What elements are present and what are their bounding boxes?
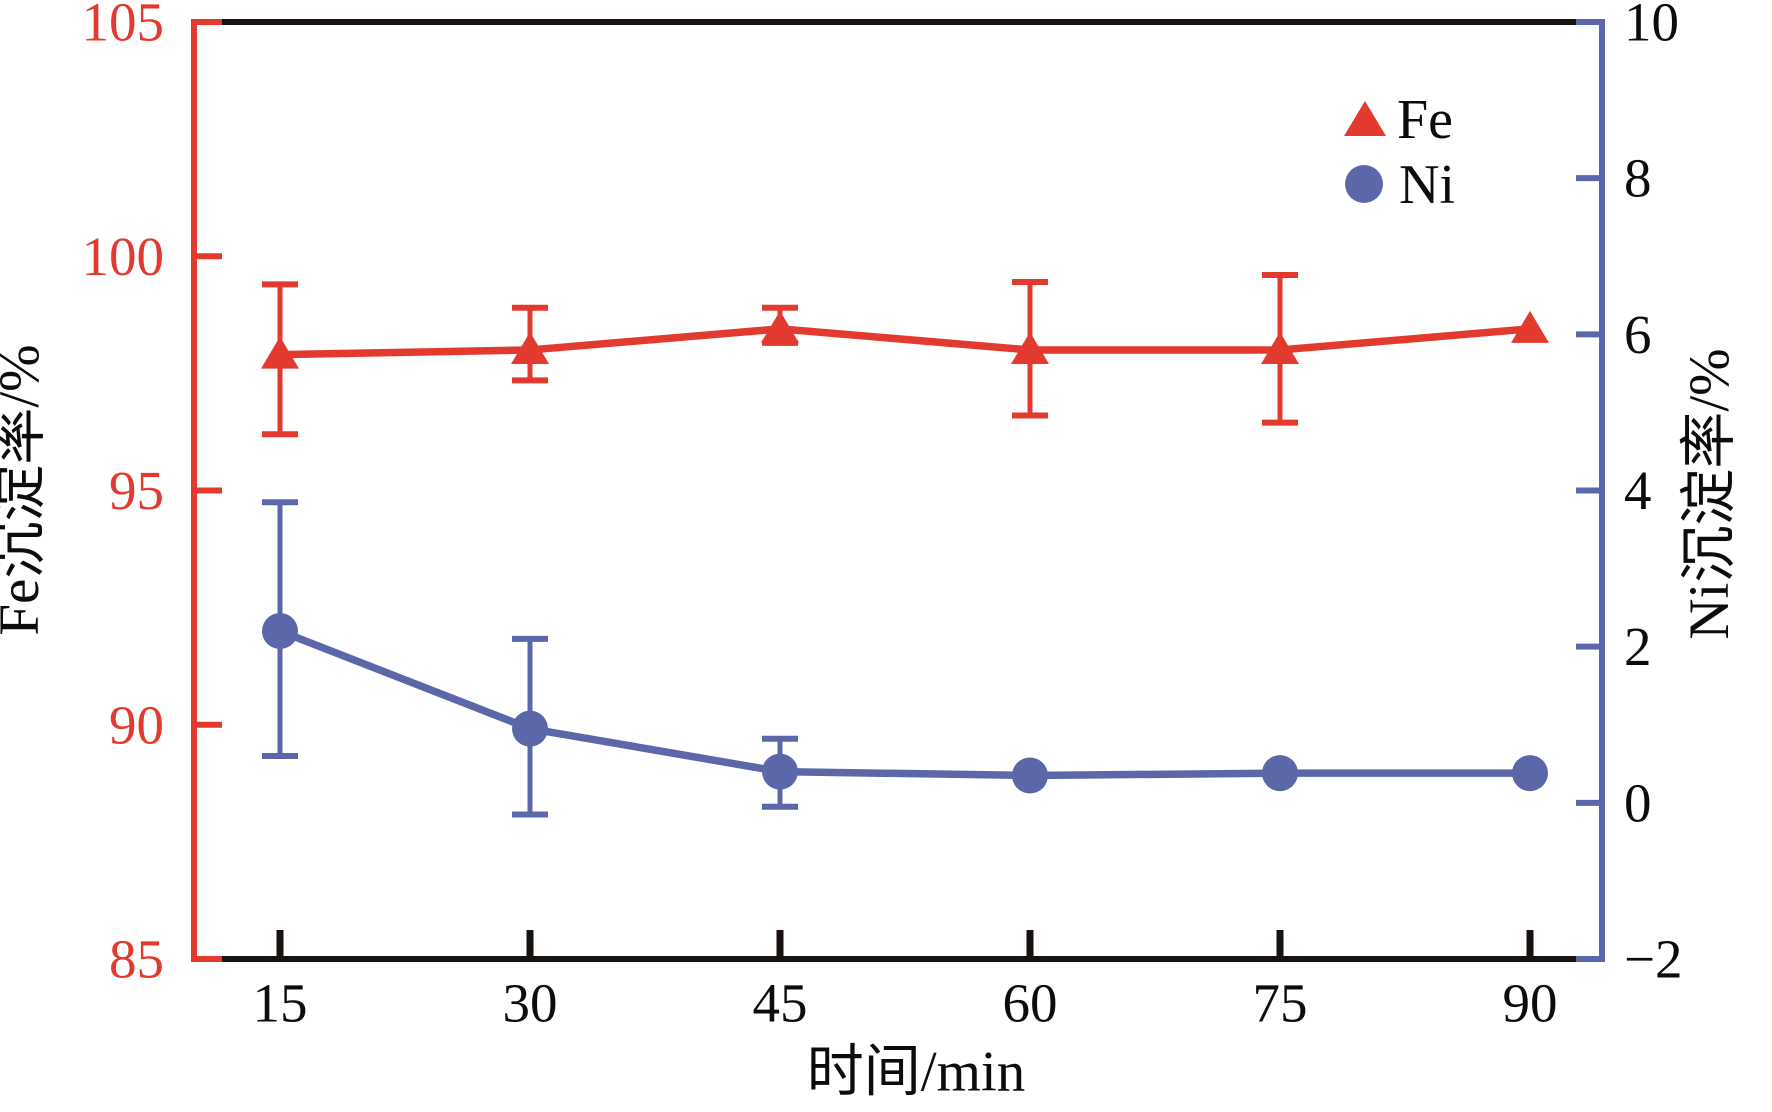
ni-series-line bbox=[278, 627, 1530, 780]
x-tick-label: 45 bbox=[753, 973, 808, 1034]
fe-marker-triangle bbox=[761, 310, 799, 343]
ni-marker-circle bbox=[1012, 757, 1048, 794]
ni-marker-circle bbox=[512, 710, 548, 747]
left-y-tick-label: 90 bbox=[109, 694, 164, 755]
ni-marker-circle bbox=[762, 753, 798, 790]
ni-marker-circle bbox=[1512, 755, 1548, 792]
right-y-tick-label: 6 bbox=[1624, 304, 1652, 365]
ni-marker-circle bbox=[1262, 755, 1298, 792]
x-tick-label: 60 bbox=[1003, 973, 1058, 1034]
ni-marker-circle bbox=[262, 613, 298, 650]
fe-marker-triangle bbox=[1261, 331, 1299, 364]
left-y-tick-label: 85 bbox=[109, 929, 164, 990]
left-y-tick-label: 95 bbox=[109, 460, 164, 521]
x-tick-label: 75 bbox=[1253, 973, 1308, 1034]
right-y-tick-label: 0 bbox=[1624, 772, 1652, 833]
right-y-tick-label: 2 bbox=[1624, 616, 1652, 677]
legend-fe-triangle-icon bbox=[1344, 101, 1386, 136]
fe-marker-triangle bbox=[1511, 310, 1549, 343]
right-y-tick-label: 10 bbox=[1624, 0, 1679, 53]
right-y-tick-label: −2 bbox=[1624, 929, 1683, 990]
x-tick-label: 30 bbox=[503, 973, 558, 1034]
right-y-tick-label: 4 bbox=[1624, 460, 1652, 521]
fe-marker-triangle bbox=[1011, 331, 1049, 364]
left-y-tick-label: 105 bbox=[82, 0, 165, 53]
fe-marker-triangle bbox=[511, 331, 549, 364]
left-y-tick-label: 100 bbox=[82, 226, 165, 287]
legend-ni-circle-icon bbox=[1345, 165, 1383, 203]
plot-area: 15 30 45 60 75 90 105 100 95 90 85 10 8 6 4 2 0 −2 bbox=[82, 0, 1683, 1034]
x-tick-label: 90 bbox=[1503, 973, 1558, 1034]
right-y-tick-label: 8 bbox=[1624, 148, 1652, 209]
legend: Fe Ni bbox=[1344, 89, 1455, 216]
legend-ni-label: Ni bbox=[1399, 154, 1455, 216]
right-axis-title: Ni沉淀率/% bbox=[1678, 348, 1741, 639]
x-tick-label: 15 bbox=[253, 973, 308, 1034]
fe-series-line bbox=[279, 325, 1531, 359]
legend-fe-label: Fe bbox=[1397, 89, 1453, 151]
fe-marker-triangle bbox=[261, 336, 299, 369]
x-axis-title: 时间/min bbox=[807, 1041, 1026, 1104]
left-axis-title: Fe沉淀率/% bbox=[0, 344, 51, 635]
